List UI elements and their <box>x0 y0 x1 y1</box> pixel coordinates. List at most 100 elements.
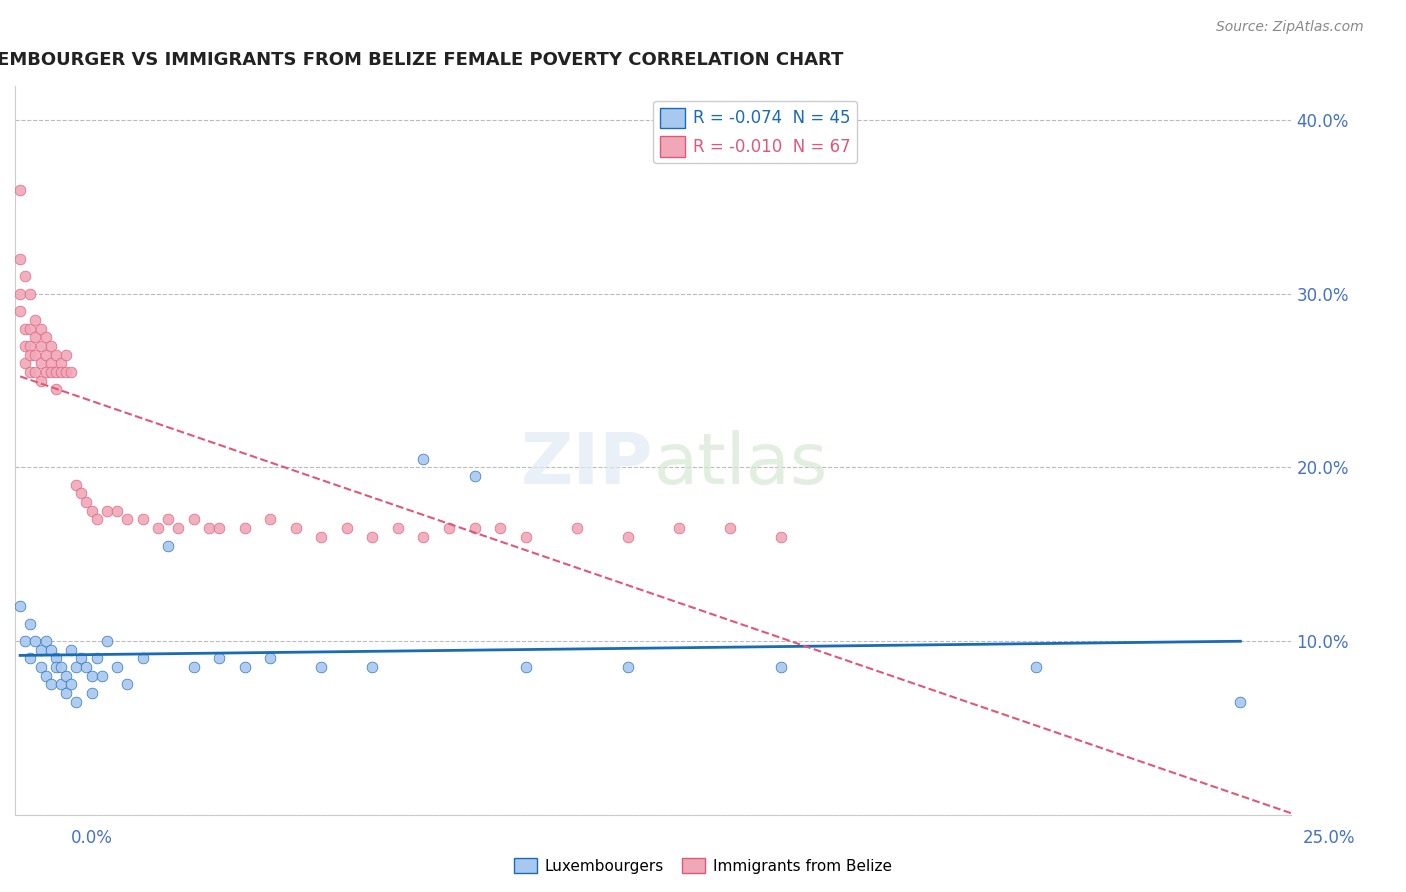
Point <box>131 651 153 665</box>
Point <box>8 183 31 197</box>
Text: 25.0%: 25.0% <box>1302 829 1355 847</box>
Point <box>20 286 42 301</box>
Point <box>80 504 103 518</box>
Legend: Luxembourgers, Immigrants from Belize: Luxembourgers, Immigrants from Belize <box>508 852 898 880</box>
Text: 0.0%: 0.0% <box>70 829 112 847</box>
Point <box>60 677 83 691</box>
Point <box>1229 695 1251 709</box>
Point <box>30 660 52 674</box>
Point <box>146 521 169 535</box>
Point <box>34 365 56 379</box>
Point <box>39 356 62 370</box>
Point <box>157 539 180 553</box>
Point <box>718 521 741 535</box>
Point <box>70 486 93 500</box>
Point <box>80 686 103 700</box>
Point <box>464 469 486 483</box>
Point <box>30 356 52 370</box>
Point <box>24 634 46 648</box>
Point <box>49 677 72 691</box>
Point <box>14 634 37 648</box>
Point <box>14 269 37 284</box>
Point <box>20 616 42 631</box>
Point <box>55 686 77 700</box>
Point <box>24 347 46 361</box>
Point <box>24 330 46 344</box>
Point <box>157 512 180 526</box>
Point <box>616 660 638 674</box>
Point <box>30 374 52 388</box>
Point <box>86 512 108 526</box>
Point <box>45 365 67 379</box>
Point <box>117 512 139 526</box>
Point <box>8 252 31 266</box>
Point <box>183 660 205 674</box>
Point <box>34 634 56 648</box>
Point <box>65 695 87 709</box>
Point <box>76 660 98 674</box>
Point <box>489 521 512 535</box>
Point <box>8 304 31 318</box>
Point <box>49 356 72 370</box>
Point <box>131 512 153 526</box>
Point <box>233 521 256 535</box>
Point <box>80 669 103 683</box>
Point <box>769 660 792 674</box>
Point <box>1025 660 1047 674</box>
Point <box>336 521 359 535</box>
Point <box>39 642 62 657</box>
Point <box>616 530 638 544</box>
Point <box>30 642 52 657</box>
Point <box>233 660 256 674</box>
Point <box>20 339 42 353</box>
Text: LUXEMBOURGER VS IMMIGRANTS FROM BELIZE FEMALE POVERTY CORRELATION CHART: LUXEMBOURGER VS IMMIGRANTS FROM BELIZE F… <box>0 51 844 69</box>
Point <box>45 347 67 361</box>
Point <box>55 365 77 379</box>
Point <box>668 521 690 535</box>
Point <box>30 321 52 335</box>
Point <box>259 512 281 526</box>
Point <box>39 677 62 691</box>
Point <box>8 286 31 301</box>
Point <box>45 651 67 665</box>
Point <box>20 321 42 335</box>
Point <box>311 530 333 544</box>
Point <box>412 451 434 466</box>
Point <box>39 339 62 353</box>
Point <box>55 669 77 683</box>
Point <box>14 339 37 353</box>
Point <box>60 642 83 657</box>
Point <box>387 521 409 535</box>
Text: ZIP: ZIP <box>522 430 654 500</box>
Point <box>769 530 792 544</box>
Point <box>34 330 56 344</box>
Point <box>208 651 231 665</box>
Point <box>49 660 72 674</box>
Point <box>361 660 384 674</box>
Point <box>20 651 42 665</box>
Point <box>20 347 42 361</box>
Point <box>167 521 190 535</box>
Text: atlas: atlas <box>654 430 828 500</box>
Point <box>284 521 307 535</box>
Point <box>198 521 221 535</box>
Point <box>14 321 37 335</box>
Point <box>20 365 42 379</box>
Point <box>55 347 77 361</box>
Point <box>464 521 486 535</box>
Point <box>437 521 460 535</box>
Point <box>86 651 108 665</box>
Point <box>311 660 333 674</box>
Point <box>39 365 62 379</box>
Text: Source: ZipAtlas.com: Source: ZipAtlas.com <box>1216 21 1364 34</box>
Point <box>34 347 56 361</box>
Point <box>65 477 87 491</box>
Point <box>34 669 56 683</box>
Point <box>515 660 537 674</box>
Point <box>65 660 87 674</box>
Point <box>24 365 46 379</box>
Point <box>45 382 67 396</box>
Point <box>60 365 83 379</box>
Point <box>8 599 31 614</box>
Point <box>14 356 37 370</box>
